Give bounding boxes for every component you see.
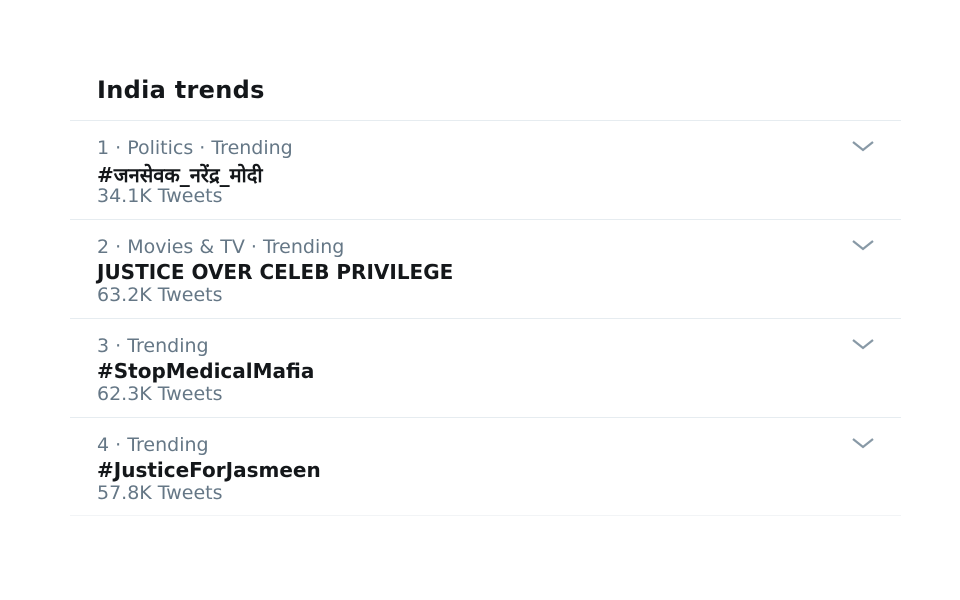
trend-meta: 3 · Trending [97,335,209,357]
trend-name[interactable]: #JusticeForJasmeen [97,458,321,482]
chevron-down-icon[interactable] [851,139,875,153]
trend-item[interactable]: 4 · Trending #JusticeForJasmeen 57.8K Tw… [70,417,901,516]
page-title: India trends [97,76,265,104]
trend-item[interactable]: 3 · Trending #StopMedicalMafia 62.3K Twe… [70,318,901,417]
trend-name[interactable]: #StopMedicalMafia [97,359,315,383]
trend-count: 57.8K Tweets [97,482,223,504]
trend-name[interactable]: #जनसेवक_नरेंद्र_मोदी [97,163,263,187]
trend-name[interactable]: JUSTICE OVER CELEB PRIVILEGE [97,260,454,284]
trend-meta: 2 · Movies & TV · Trending [97,236,345,258]
trend-count: 63.2K Tweets [97,284,223,306]
trend-count: 62.3K Tweets [97,383,223,405]
chevron-down-icon[interactable] [851,337,875,351]
trend-meta: 1 · Politics · Trending [97,137,293,159]
chevron-down-icon[interactable] [851,436,875,450]
trends-list: 1 · Politics · Trending #जनसेवक_नरेंद्र_… [70,120,901,516]
trend-item[interactable]: 2 · Movies & TV · Trending JUSTICE OVER … [70,219,901,318]
trend-count: 34.1K Tweets [97,185,223,207]
chevron-down-icon[interactable] [851,238,875,252]
trend-meta: 4 · Trending [97,434,209,456]
trend-item[interactable]: 1 · Politics · Trending #जनसेवक_नरेंद्र_… [70,120,901,219]
